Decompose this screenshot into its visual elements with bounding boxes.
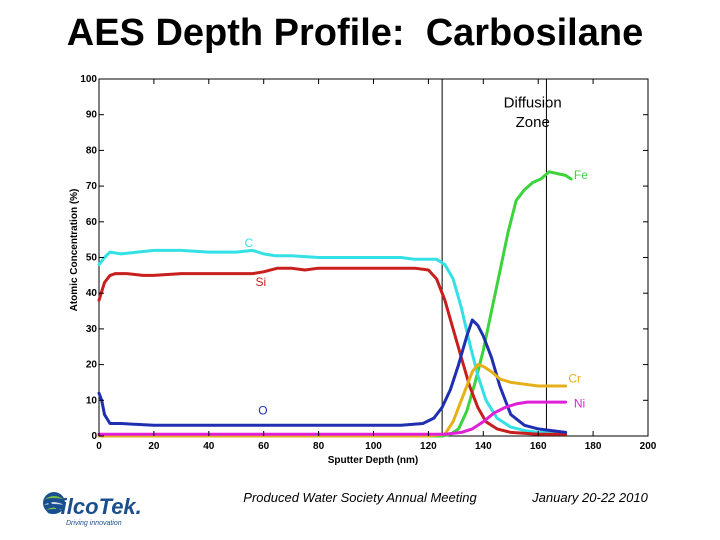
series-line-c bbox=[97, 248, 568, 434]
diffusion-zone-label: Diffusion bbox=[504, 95, 562, 112]
series-line-o bbox=[97, 318, 568, 434]
series-label-o: O bbox=[258, 404, 267, 418]
logo-wordmark: SilcoTek. bbox=[46, 494, 142, 519]
diffusion-zone-label-line2: Zone bbox=[516, 114, 550, 131]
x-tick-label: 120 bbox=[420, 441, 437, 452]
x-tick-label: 100 bbox=[365, 441, 382, 452]
series-label-c: C bbox=[244, 236, 253, 250]
series-line-si bbox=[97, 266, 568, 436]
y-tick-label: 0 bbox=[91, 431, 97, 442]
series-label-si: Si bbox=[255, 275, 266, 289]
x-tick-label: 200 bbox=[640, 441, 657, 452]
series-label-ni: Ni bbox=[574, 396, 585, 410]
y-tick-label: 20 bbox=[86, 360, 98, 371]
x-tick-label: 180 bbox=[585, 441, 602, 452]
slide-title: AES Depth Profile: Carbosilane bbox=[66, 12, 644, 54]
y-tick-label: 70 bbox=[86, 181, 98, 192]
y-tick-label: 30 bbox=[86, 324, 98, 335]
y-tick-label: 90 bbox=[86, 110, 98, 121]
x-axis-label: Sputter Depth (nm) bbox=[328, 455, 419, 466]
y-tick-label: 60 bbox=[86, 217, 98, 228]
y-tick-label: 100 bbox=[80, 74, 97, 85]
series-line-cr bbox=[97, 363, 568, 438]
company-logo: SilcoTek. Driving innovation bbox=[40, 486, 150, 530]
logo-tagline: Driving innovation bbox=[66, 520, 122, 527]
x-tick-label: 40 bbox=[203, 441, 215, 452]
x-tick-label: 0 bbox=[96, 441, 102, 452]
x-tick-label: 60 bbox=[258, 441, 270, 452]
y-tick-label: 50 bbox=[86, 253, 98, 264]
series-line-fe bbox=[97, 170, 573, 438]
series-label-cr: Cr bbox=[568, 371, 581, 385]
footer-event: Produced Water Society Annual Meeting bbox=[243, 490, 477, 505]
y-tick-label: 10 bbox=[86, 395, 98, 406]
y-axis-label: Atomic Concentration (%) bbox=[69, 189, 80, 312]
x-tick-label: 140 bbox=[475, 441, 492, 452]
x-tick-label: 160 bbox=[530, 441, 547, 452]
series-label-fe: Fe bbox=[574, 168, 588, 182]
footer-date: January 20-22 2010 bbox=[532, 490, 648, 505]
x-tick-label: 80 bbox=[313, 441, 325, 452]
y-tick-label: 40 bbox=[86, 288, 98, 299]
logo-globe-icon bbox=[43, 492, 65, 514]
x-tick-label: 20 bbox=[148, 441, 160, 452]
y-tick-label: 80 bbox=[86, 145, 98, 156]
